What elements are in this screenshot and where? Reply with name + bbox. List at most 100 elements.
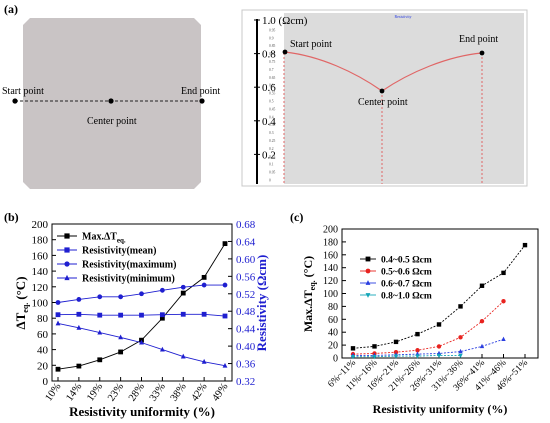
c-y-tick-label: 120	[323, 276, 338, 287]
c-y-tick-label: 80	[328, 302, 338, 313]
c-point	[458, 353, 463, 359]
b-left-y-label: ΔTeq.(°C)	[13, 276, 30, 329]
c-series	[350, 242, 528, 360]
b-point	[180, 353, 186, 359]
c-y-tick-label: 40	[328, 328, 338, 339]
c-point	[436, 344, 442, 349]
c-legend-label: 0.5~0.6 Ωcm	[381, 268, 432, 278]
b-point	[180, 284, 186, 290]
b-left-tick-label: 140	[32, 266, 49, 278]
b-point	[159, 287, 165, 293]
profile-small-tick-label: 0.75	[269, 60, 275, 64]
b-point	[76, 297, 82, 302]
b-left-tick-label: 200	[32, 219, 49, 231]
svg-text:Resistivity (Ωcm): Resistivity (Ωcm)	[254, 255, 269, 352]
c-point	[350, 355, 356, 360]
panel-c-label: (c)	[290, 210, 303, 224]
profile-y-tick-label: 0.6	[262, 82, 276, 94]
c-point	[393, 339, 399, 345]
profile-y-tick-label: 1.0 (Ωcm)	[262, 15, 308, 27]
b-legend-sub: eq.	[117, 237, 126, 245]
profile-small-tick-label: 0.6	[269, 84, 274, 88]
svg-text:ΔTeq.(°C): ΔTeq.(°C)	[13, 276, 30, 329]
c-point	[415, 331, 420, 337]
end-point-label: End point	[181, 86, 220, 97]
c-point	[372, 344, 377, 349]
c-y-tick-label: 200	[323, 225, 338, 236]
b-point	[118, 349, 124, 355]
c-legend: 0.4~0.5 Ωcm 0.5~0.6 Ωcm 0.6~0.7 Ωcm 0.8~1.0…	[360, 256, 432, 302]
b-legend-label: Resistivity(mean)	[82, 246, 156, 257]
c-legend-marker	[365, 268, 371, 274]
c-legend-label: 0.6~0.7 Ωcm	[381, 280, 432, 290]
profile-small-tick-label: 0.35	[269, 123, 275, 127]
profile-small-tick-label: 0.15	[269, 155, 275, 159]
b-right-tick-label: 0.44	[236, 324, 256, 336]
c-point	[436, 322, 442, 327]
b-right-tick-label: 0.60	[236, 254, 256, 266]
profile-small-tick-label: 0.55	[269, 92, 275, 96]
b-point	[180, 311, 186, 317]
profile-y-ticks: 1.0 (Ωcm) 0.8 0.6 0.4 0.2	[254, 15, 308, 161]
profile-small-tick-label: 0.45	[269, 107, 275, 111]
b-point	[201, 274, 207, 280]
start-point-dot	[12, 98, 18, 104]
b-right-tick-label: 0.32	[236, 376, 255, 388]
c-plot-frame	[341, 228, 539, 359]
b-point	[76, 311, 82, 317]
b-legend-name: Resistivity(maximum)	[82, 260, 176, 271]
center-point-label: Center point	[87, 116, 137, 127]
b-point	[222, 282, 228, 288]
b-point	[159, 346, 165, 352]
b-left-tick-label: 120	[32, 282, 49, 294]
c-point	[393, 354, 399, 359]
profile-small-tick-label: 1	[269, 21, 271, 25]
b-point	[201, 282, 207, 288]
b-left-tick-label: 80	[37, 313, 49, 325]
profile-small-tick-label: 0.05	[269, 171, 275, 175]
b-point	[97, 312, 103, 318]
b-point	[201, 358, 207, 364]
c-point	[501, 299, 506, 304]
b-left-y-ticks: 0 20 40 60 80 100 120 140 160 180 200	[32, 219, 56, 388]
b-point	[159, 315, 165, 321]
panel-b-chart: (b) 0 20 40 60 80 100 120 140 160 180 200 0.32 0.36…	[4, 210, 269, 419]
c-y-tick-label: 60	[328, 315, 338, 326]
b-point	[97, 329, 103, 335]
b-point	[55, 320, 61, 326]
b-point	[97, 294, 103, 300]
b-legend-marker	[64, 274, 70, 281]
b-point	[222, 241, 228, 247]
profile-center-label: Center point	[358, 97, 408, 108]
profile-header: Resistivity	[394, 14, 411, 19]
c-legend-label: 0.8~1.0 Ωcm	[381, 292, 432, 302]
b-x-tick-label: 42%	[190, 381, 210, 403]
profile-small-tick-label: 0	[269, 179, 271, 183]
profile-end-dot	[479, 50, 485, 56]
profile-plot-area	[284, 13, 524, 184]
b-legend-label: Resistivity(minimum)	[82, 274, 175, 285]
b-left-tick-label: 160	[32, 250, 49, 262]
c-y-tick-label: 180	[323, 237, 338, 248]
b-point	[139, 339, 144, 345]
b-right-y-ticks: 0.32 0.36 0.40 0.44 0.48 0.52 0.56 0.60 0.64 0.68	[228, 219, 256, 388]
b-x-tick-label: 19%	[85, 381, 105, 403]
b-x-tick-label: 14%	[64, 381, 84, 403]
b-left-tick-label: 180	[32, 235, 49, 247]
profile-small-tick-label: 0.1	[269, 163, 274, 167]
b-left-tick-label: 0	[43, 376, 49, 388]
b-legend-label: Max.ΔTeq.	[82, 232, 126, 245]
b-point	[222, 313, 228, 319]
b-point	[118, 312, 124, 318]
profile-small-ticks: 1 0.95 0.9 0.85 0.8 0.75 0.7 0.65 0.6 0.55 0.5 0.45…	[269, 21, 275, 183]
panel-a-label: (a)	[4, 2, 18, 16]
c-point	[458, 348, 463, 354]
b-point	[159, 312, 165, 318]
wafer-square	[23, 18, 201, 189]
b-x-tick-label: 38%	[169, 381, 189, 403]
c-legend-marker	[365, 293, 371, 298]
profile-small-tick-label: 0.7	[269, 68, 274, 72]
